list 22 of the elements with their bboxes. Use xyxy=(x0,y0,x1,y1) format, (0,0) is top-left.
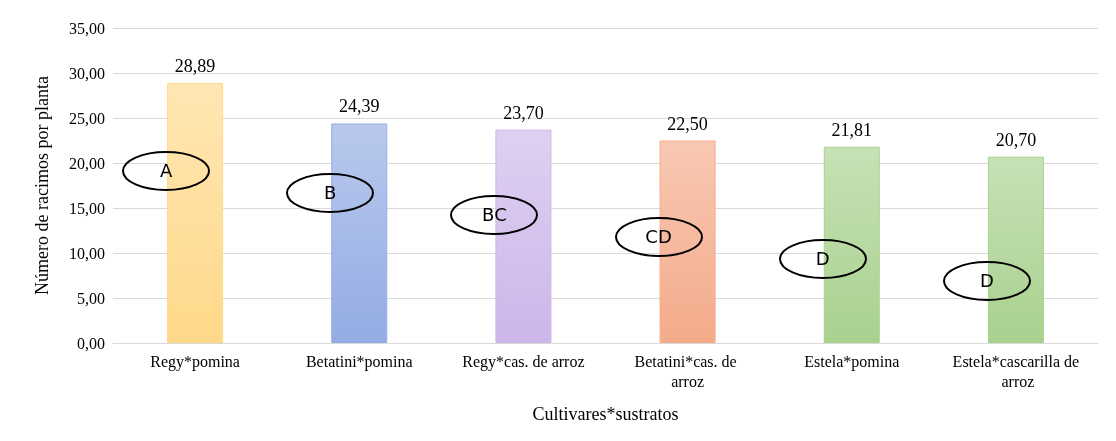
x-axis-title: Cultivares*sustratos xyxy=(532,404,679,424)
data-label: 23,70 xyxy=(503,102,544,123)
x-tick-label: Estela*cascarilla de arroz xyxy=(952,352,1080,390)
y-tick-label: 10,00 xyxy=(69,244,105,262)
data-label: 24,39 xyxy=(339,96,380,117)
y-tick-label: 25,00 xyxy=(69,109,105,127)
y-tick-label: 35,00 xyxy=(69,19,105,37)
x-tick-label: Regy*pomina xyxy=(150,352,240,371)
y-tick-label: 5,00 xyxy=(77,289,105,307)
x-tick-label: Betatini*pomina xyxy=(305,352,413,371)
y-axis-title: Número de racimos por planta xyxy=(32,76,52,295)
y-tick-label: 30,00 xyxy=(69,64,105,82)
x-tick-label: Estela*pomina xyxy=(804,352,900,371)
data-label: 22,50 xyxy=(667,113,708,134)
y-tick-label: 0,00 xyxy=(77,334,105,352)
y-tick-label: 15,00 xyxy=(69,199,105,217)
data-label: 21,81 xyxy=(831,119,872,140)
x-tick-label: Betatini*cas. de arroz xyxy=(634,352,741,390)
x-tick-label: Regy*cas. de arroz xyxy=(462,352,585,371)
y-tick-label: 20,00 xyxy=(69,154,105,172)
data-label: 28,89 xyxy=(174,55,216,76)
data-label: 20,70 xyxy=(995,129,1037,150)
